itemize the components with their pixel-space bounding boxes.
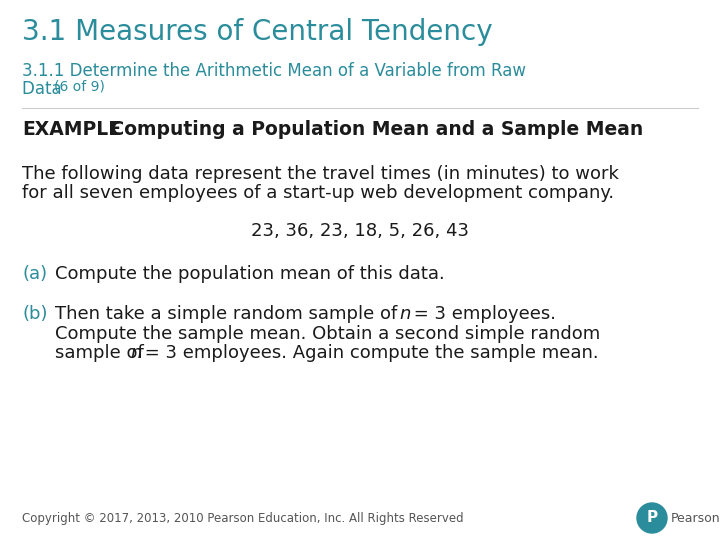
Text: n: n — [399, 305, 410, 323]
Text: 3.1.1 Determine the Arithmetic Mean of a Variable from Raw: 3.1.1 Determine the Arithmetic Mean of a… — [22, 62, 526, 80]
Text: Then take a simple random sample of: Then take a simple random sample of — [55, 305, 403, 323]
Text: = 3 employees.: = 3 employees. — [408, 305, 556, 323]
Circle shape — [637, 503, 667, 533]
Text: The following data represent the travel times (in minutes) to work: The following data represent the travel … — [22, 165, 619, 183]
Text: n: n — [130, 344, 141, 362]
Text: (a): (a) — [22, 265, 47, 283]
Text: (6 of 9): (6 of 9) — [54, 80, 105, 94]
Text: Pearson: Pearson — [671, 511, 720, 524]
Text: 23, 36, 23, 18, 5, 26, 43: 23, 36, 23, 18, 5, 26, 43 — [251, 222, 469, 240]
Text: Compute the population mean of this data.: Compute the population mean of this data… — [55, 265, 445, 283]
Text: Copyright © 2017, 2013, 2010 Pearson Education, Inc. All Rights Reserved: Copyright © 2017, 2013, 2010 Pearson Edu… — [22, 512, 464, 525]
Text: Computing a Population Mean and a Sample Mean: Computing a Population Mean and a Sample… — [104, 120, 643, 139]
Text: 3.1 Measures of Central Tendency: 3.1 Measures of Central Tendency — [22, 18, 492, 46]
Text: sample of: sample of — [55, 344, 150, 362]
Text: for all seven employees of a start-up web development company.: for all seven employees of a start-up we… — [22, 184, 614, 202]
Text: Data: Data — [22, 80, 67, 98]
Text: Compute the sample mean. Obtain a second simple random: Compute the sample mean. Obtain a second… — [55, 325, 600, 343]
Text: (b): (b) — [22, 305, 48, 323]
Text: P: P — [647, 510, 657, 525]
Text: EXAMPLE: EXAMPLE — [22, 120, 121, 139]
Text: = 3 employees. Again compute the sample mean.: = 3 employees. Again compute the sample … — [139, 344, 598, 362]
